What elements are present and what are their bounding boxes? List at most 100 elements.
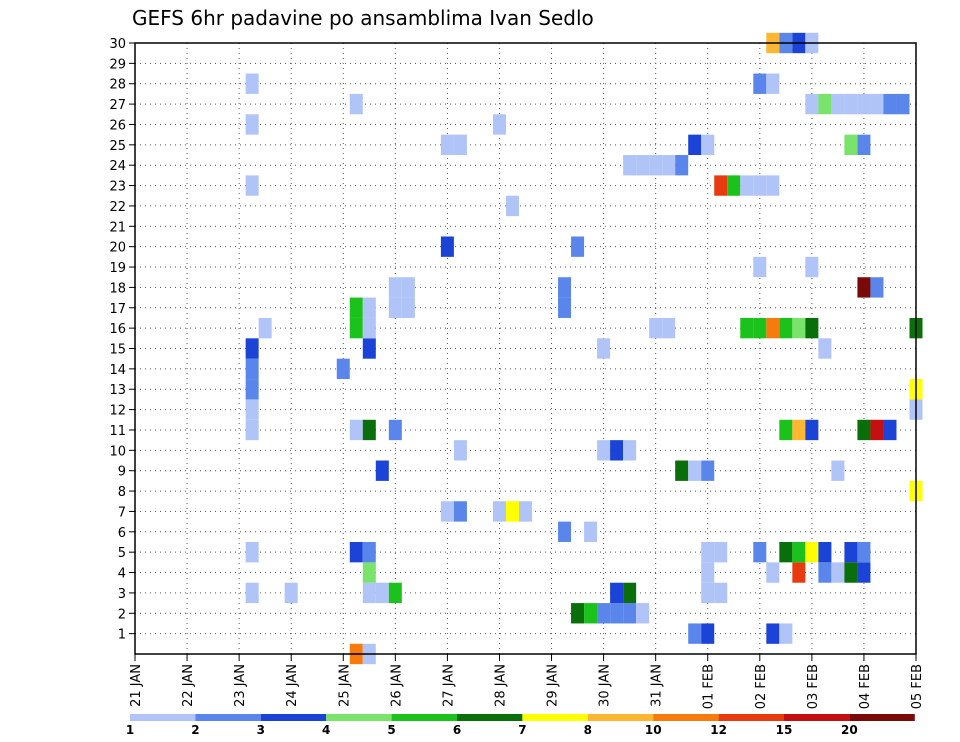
precip-cell <box>649 155 663 176</box>
precip-cell <box>349 93 363 115</box>
precip-cell <box>375 582 389 604</box>
precip-cell <box>740 175 754 196</box>
precip-cell <box>792 419 806 441</box>
x-tick-label: 24 JAN <box>285 664 300 707</box>
y-tick-label: 9 <box>118 465 126 480</box>
precip-cell <box>766 623 780 644</box>
precip-cell <box>805 541 819 563</box>
y-tick-label: 1 <box>118 628 126 643</box>
precip-cell <box>818 338 832 359</box>
precip-cell <box>440 134 454 156</box>
precip-cell <box>388 582 402 604</box>
precip-cell <box>701 582 715 604</box>
precip-cell <box>401 297 415 318</box>
precip-cell <box>245 358 259 380</box>
colorbar-segment <box>522 714 588 721</box>
colorbar-label: 10 <box>645 723 662 737</box>
precip-cell <box>245 582 259 604</box>
precip-cell <box>844 134 858 156</box>
y-tick-label: 14 <box>109 363 126 378</box>
precip-cell <box>779 317 793 339</box>
precip-cell <box>766 175 780 196</box>
precip-cell <box>714 175 728 196</box>
precip-cell <box>362 297 376 318</box>
colorbar-label: 5 <box>387 723 395 737</box>
y-tick-label: 8 <box>118 485 126 500</box>
precip-cell <box>831 562 845 583</box>
precip-cell <box>362 582 376 604</box>
precip-cell <box>558 277 572 298</box>
y-tick-label: 15 <box>109 343 126 358</box>
precip-cell <box>805 419 819 441</box>
precip-cell <box>831 93 845 115</box>
x-tick-label: 23 JAN <box>233 664 248 707</box>
precip-cell <box>362 338 376 359</box>
precip-cell <box>245 338 259 359</box>
precip-cell <box>245 73 259 94</box>
x-tick-label: 31 JAN <box>650 664 665 707</box>
y-tick-label: 16 <box>109 322 126 337</box>
y-tick-label: 22 <box>109 200 126 215</box>
precip-cell <box>492 501 506 522</box>
colorbar-label: 12 <box>710 723 727 737</box>
y-tick-label: 3 <box>118 587 126 602</box>
precip-cell <box>636 155 650 176</box>
precip-cell <box>766 317 780 339</box>
precip-cell <box>623 155 637 176</box>
colorbar-segment <box>326 714 392 721</box>
y-tick-label: 29 <box>109 57 126 72</box>
precip-cell <box>883 419 897 441</box>
precip-cell <box>870 93 884 115</box>
precip-cell <box>844 93 858 115</box>
precip-cell <box>362 419 376 441</box>
precip-cell <box>753 256 767 278</box>
precip-cell <box>245 114 259 135</box>
colorbar-label: 20 <box>841 723 858 737</box>
precip-cell <box>518 501 533 522</box>
precip-cell <box>844 541 858 563</box>
precip-cell <box>362 562 376 583</box>
x-tick-label: 25 JAN <box>337 664 352 707</box>
precip-cell <box>818 541 832 563</box>
precip-cell <box>440 501 454 522</box>
precip-cell <box>597 338 611 359</box>
precip-cell <box>401 277 415 298</box>
x-tick-label: 30 JAN <box>598 664 613 707</box>
colorbar-segment <box>587 714 654 721</box>
precip-cell <box>453 501 467 522</box>
precip-cell <box>779 541 793 563</box>
precip-cell <box>636 603 650 624</box>
precip-cell <box>571 603 585 624</box>
precip-cell <box>857 419 871 441</box>
precip-cell <box>610 603 624 624</box>
precip-cell <box>857 134 871 156</box>
precip-cell <box>753 541 767 563</box>
y-tick-label: 13 <box>109 383 126 398</box>
precip-cell <box>375 460 389 481</box>
precip-cell <box>701 460 715 481</box>
y-tick-label: 12 <box>109 404 126 419</box>
precip-cell <box>688 134 702 156</box>
precip-cell <box>805 317 819 339</box>
precip-cell <box>623 440 637 461</box>
precip-cell <box>362 541 376 563</box>
precip-cell <box>610 582 624 604</box>
precip-cell <box>857 93 871 115</box>
x-tick-label: 29 JAN <box>546 664 561 707</box>
precip-cell <box>688 460 702 481</box>
precip-cell <box>675 155 689 176</box>
precip-cell <box>662 317 676 339</box>
precip-cell <box>662 155 676 176</box>
colorbar-label: 7 <box>518 723 526 737</box>
precip-cell <box>753 317 767 339</box>
precip-cell <box>610 440 624 461</box>
precip-cell <box>857 541 871 563</box>
colorbar-segment <box>391 714 457 721</box>
colorbar-label: 2 <box>191 723 199 737</box>
y-tick-label: 4 <box>118 567 126 582</box>
y-tick-label: 11 <box>109 424 126 439</box>
precip-cell <box>388 419 402 441</box>
precip-cell <box>623 582 637 604</box>
precip-cell <box>336 358 350 380</box>
precip-cell <box>245 541 259 563</box>
